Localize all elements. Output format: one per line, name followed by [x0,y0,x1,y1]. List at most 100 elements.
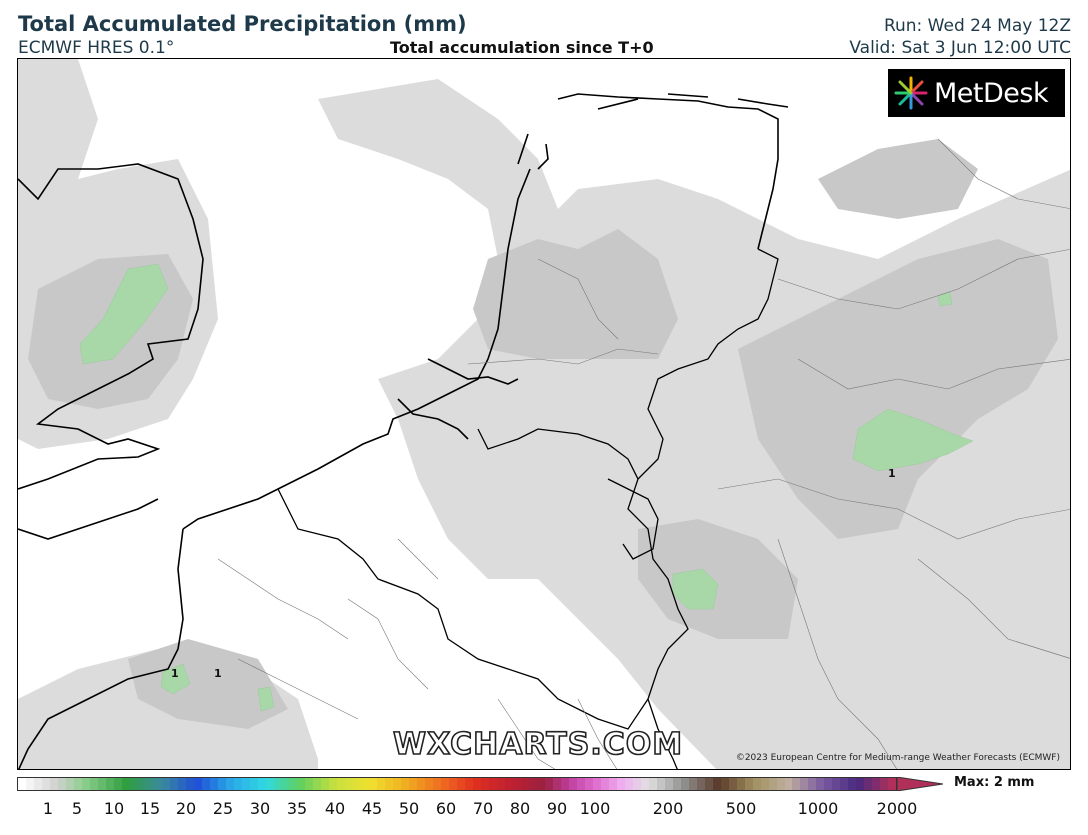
colorbar-swatch [544,778,553,790]
colorbar-swatch [33,778,42,790]
colorbar-swatch [161,778,170,790]
colorbar-swatch [241,778,250,790]
colorbar-swatch [281,778,290,790]
colorbar-swatch [361,778,370,790]
map-canvas [18,59,1070,769]
colorbar-swatch [680,778,689,790]
colorbar-swatch [209,778,218,790]
colorbar-tick-label: 5 [71,799,83,818]
colorbar-swatch [816,778,825,790]
run-time: Run: Wed 24 May 12Z [883,16,1071,36]
wxcharts-watermark: WXCHARTS.COM [392,726,684,763]
colorbar-swatch [616,778,625,790]
colorbar-swatch [505,778,514,790]
colorbar-tick-label: 2000 [876,799,918,818]
colorbar-swatch [297,778,306,790]
colorbar-swatch [353,778,362,790]
colorbar-swatch [145,778,154,790]
colorbar-tick-label: 1 [42,799,54,818]
colorbar-swatch [465,778,474,790]
colorbar-tick-label: 20 [175,799,197,818]
colorbar-swatch [273,778,282,790]
colorbar-swatch [185,778,194,790]
colorbar-swatch [728,778,737,790]
colorbar-swatch [808,778,817,790]
precip-label-1-germany: 1 [888,467,896,480]
colorbar-swatch [377,778,386,790]
precip-label-1-france-east: 1 [214,667,222,680]
colorbar-swatch [513,778,522,790]
colorbar-swatch [704,778,713,790]
colorbar-swatch [265,778,274,790]
colorbar-swatch [169,778,178,790]
colorbar-swatch [624,778,633,790]
colorbar-swatch [409,778,418,790]
colorbar-swatch [249,778,258,790]
max-value-label: Max: 2 mm [954,775,1035,790]
colorbar-tick-label: 15 [139,799,161,818]
model-label: ECMWF HRES 0.1° [18,38,175,58]
colorbar-swatch [321,778,330,790]
colorbar-swatch [672,778,681,790]
valid-time: Valid: Sat 3 Jun 12:00 UTC [849,38,1071,58]
colorbar-swatch [18,778,26,790]
colorbar-swatch [736,778,745,790]
colorbar-swatch [521,778,529,790]
copyright-notice: ©2023 European Centre for Medium-range W… [735,753,1060,763]
metdesk-logo-text: MetDesk [934,77,1049,109]
colorbar-swatch [393,778,402,790]
colorbar-swatch [81,778,90,790]
colorbar-swatch [776,778,785,790]
colorbar-swatch [385,778,394,790]
colorbar-swatch [233,778,242,790]
colorbar-swatch [49,778,58,790]
colorbar-swatch [489,778,498,790]
colorbar-swatch [25,778,34,790]
colorbar-swatch [401,778,410,790]
colorbar-swatch [529,778,537,790]
colorbar-swatch [648,778,657,790]
colorbar-tick-label: 80 [509,799,531,818]
colorbar-swatch [65,778,74,790]
colorbar-swatch [433,778,442,790]
colorbar-tick-label: 200 [652,799,684,818]
colorbar-tick-label: 35 [286,799,308,818]
colorbar-swatch [425,778,434,790]
colorbar-swatch [305,778,314,790]
colorbar-swatch [848,778,857,790]
colorbar-swatch [313,778,322,790]
colorbar-tick-label: 500 [725,799,757,818]
colorbar-tick-label: 70 [472,799,494,818]
colorbar-swatch [768,778,777,790]
regional-borders [217,138,1070,769]
colorbar-swatch [121,778,130,790]
colorbar-swatch [720,778,729,790]
colorbar-swatch [289,778,298,790]
colorbar-swatch [760,778,769,790]
colorbar-tick-label: 1000 [797,799,839,818]
colorbar-swatch [536,778,545,790]
colorbar-swatch [888,778,897,790]
colorbar-swatch [497,778,506,790]
colorbar-swatch [632,778,641,790]
colorbar-swatch [712,778,721,790]
colorbar-tick-label: 45 [361,799,383,818]
colorbar-swatch [584,778,593,790]
colorbar-tick-label: 60 [435,799,457,818]
colorbar-swatch [329,778,338,790]
metdesk-burst-icon [894,76,928,110]
map-subtitle: Total accumulation since T+0 [390,38,654,57]
colorbar-swatch [457,778,466,790]
colorbar-swatch [784,778,793,790]
colorbar-swatch [552,778,561,790]
colorbar-swatch [856,778,865,790]
colorbar-tick-label: 90 [546,799,568,818]
colorbar-swatch [568,778,577,790]
precipitation-map[interactable]: MetDesk 1 1 1 WXCHARTS.COM ©2023 Europea… [17,58,1071,770]
colorbar-swatch [880,778,889,790]
colorbar-swatch [664,778,673,790]
precip-label-1-france-west: 1 [171,667,179,680]
precip-1mm-areas [79,263,974,712]
colorbar-swatch [688,778,697,790]
colorbar-swatch [449,778,458,790]
